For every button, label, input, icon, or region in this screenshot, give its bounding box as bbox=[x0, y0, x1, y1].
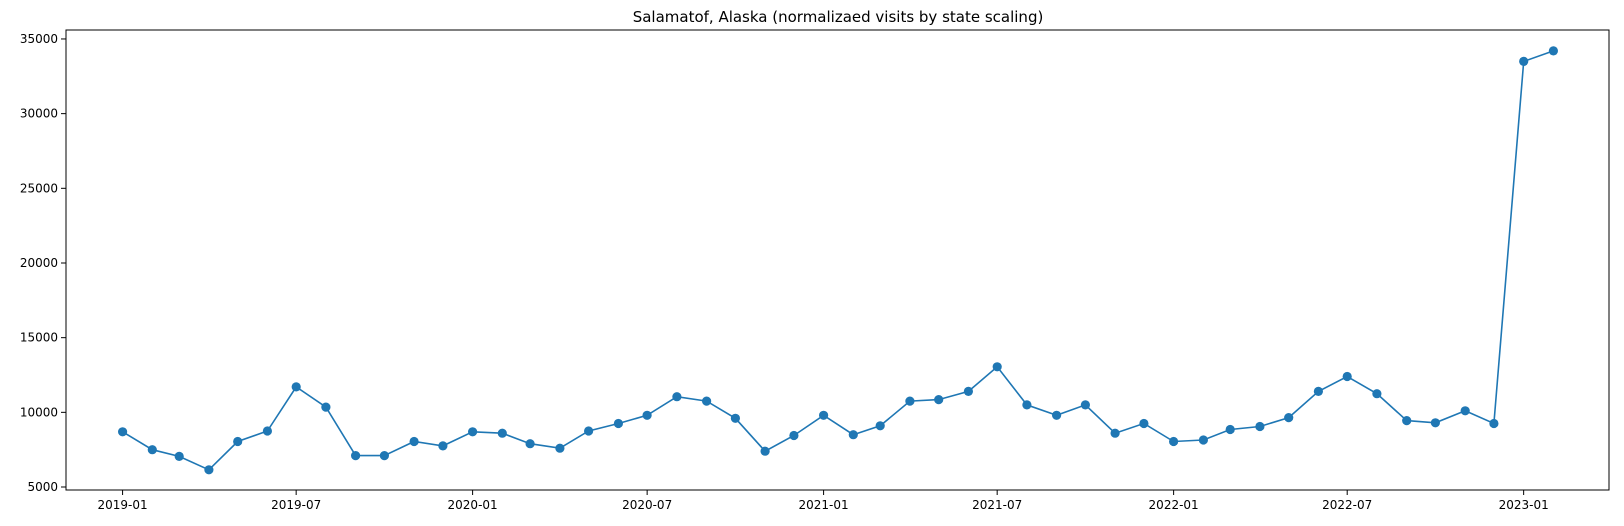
x-tick-label: 2021-07 bbox=[972, 498, 1022, 512]
y-axis: 5000 10000 15000 20000 25000 30000 35000 bbox=[20, 32, 66, 494]
data-point bbox=[789, 430, 799, 441]
y-tick-label: 30000 bbox=[20, 107, 58, 121]
data-point bbox=[934, 395, 944, 405]
data-point bbox=[291, 382, 301, 392]
data-point bbox=[672, 392, 682, 402]
x-tick-label: 2020-01 bbox=[448, 498, 498, 512]
data-point bbox=[584, 426, 594, 436]
data-point bbox=[1372, 389, 1382, 399]
series-layer bbox=[118, 46, 1558, 475]
data-point bbox=[1430, 418, 1440, 428]
data-point bbox=[1402, 416, 1412, 426]
data-point bbox=[204, 465, 214, 475]
data-point bbox=[1225, 424, 1235, 435]
data-point bbox=[1519, 56, 1529, 66]
data-point bbox=[1139, 418, 1149, 429]
x-tick-label: 2022-07 bbox=[1322, 498, 1372, 512]
data-point bbox=[379, 451, 389, 461]
y-tick-label: 35000 bbox=[20, 32, 58, 46]
data-point bbox=[1313, 386, 1323, 396]
data-point bbox=[702, 396, 712, 406]
data-point bbox=[730, 413, 741, 423]
data-point bbox=[905, 396, 915, 406]
data-point bbox=[118, 427, 128, 437]
data-point bbox=[875, 421, 885, 431]
data-point bbox=[1460, 406, 1470, 416]
data-point bbox=[1080, 400, 1090, 410]
plot-frame bbox=[65, 29, 1610, 491]
data-point bbox=[1342, 371, 1352, 382]
data-point bbox=[1110, 428, 1120, 438]
data-point bbox=[760, 446, 770, 456]
data-point bbox=[438, 441, 448, 451]
x-tick-label: 2019-01 bbox=[98, 498, 148, 512]
data-point bbox=[147, 445, 157, 455]
data-point bbox=[1548, 46, 1558, 56]
chart-title: Salamatof, Alaska (normalizaed visits by… bbox=[633, 8, 1044, 26]
data-point bbox=[525, 439, 535, 449]
data-point bbox=[613, 418, 624, 429]
data-point bbox=[468, 427, 478, 437]
data-point bbox=[642, 410, 652, 420]
x-axis: 2019-01 2019-07 2020-01 2020-07 2021-01 2021-… bbox=[98, 490, 1549, 512]
data-point bbox=[351, 451, 361, 461]
y-tick-label: 5000 bbox=[27, 480, 58, 494]
data-point bbox=[1022, 400, 1032, 410]
y-tick-label: 10000 bbox=[20, 405, 58, 419]
data-point bbox=[1284, 413, 1294, 423]
data-point bbox=[848, 430, 858, 440]
data-point bbox=[1052, 410, 1062, 420]
data-point bbox=[1198, 435, 1208, 445]
data-point bbox=[963, 386, 974, 396]
data-point bbox=[1169, 436, 1179, 447]
data-point bbox=[1255, 421, 1265, 432]
data-point bbox=[409, 436, 419, 447]
data-point bbox=[497, 428, 507, 438]
data-point bbox=[262, 426, 272, 436]
series-line bbox=[122, 50, 1554, 471]
data-point bbox=[555, 443, 565, 453]
data-point bbox=[233, 436, 243, 447]
y-tick-label: 25000 bbox=[20, 181, 58, 195]
data-point bbox=[321, 402, 331, 412]
data-point bbox=[1489, 418, 1499, 429]
x-tick-label: 2020-07 bbox=[622, 498, 672, 512]
y-tick-label: 20000 bbox=[20, 256, 58, 270]
x-tick-label: 2023-01 bbox=[1499, 498, 1549, 512]
data-point bbox=[174, 451, 184, 461]
x-tick-label: 2021-01 bbox=[799, 498, 849, 512]
data-point bbox=[819, 410, 829, 420]
y-tick-label: 15000 bbox=[20, 331, 58, 345]
data-point bbox=[992, 362, 1002, 372]
x-tick-label: 2022-01 bbox=[1149, 498, 1199, 512]
x-tick-label: 2019-07 bbox=[271, 498, 321, 512]
